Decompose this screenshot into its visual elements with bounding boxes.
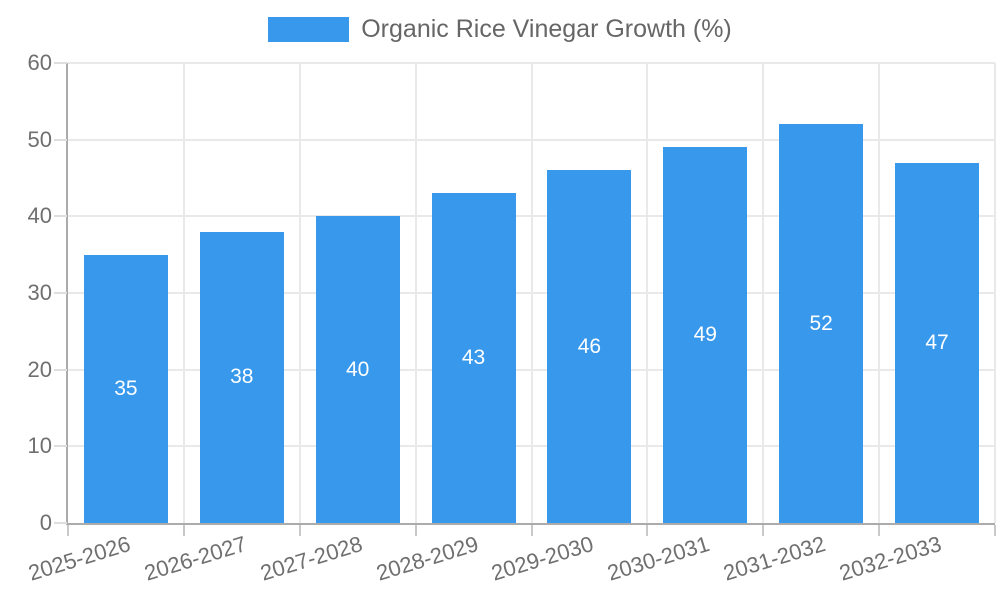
bar: 40	[315, 216, 400, 523]
legend-item[interactable]: Organic Rice Vinegar Growth (%)	[268, 15, 732, 44]
x-tick-mark	[182, 525, 185, 536]
y-axis-line	[66, 63, 68, 523]
x-tick-mark	[414, 525, 417, 536]
bar: 35	[83, 254, 168, 523]
chart-legend: Organic Rice Vinegar Growth (%)	[0, 15, 1000, 44]
v-gridline	[762, 63, 765, 523]
bar: 47	[895, 162, 980, 523]
y-tick-mark	[54, 368, 67, 371]
x-tick-mark	[530, 525, 533, 536]
x-axis-line	[66, 523, 995, 525]
x-tick-mark	[67, 525, 69, 536]
y-tick-label: 60	[27, 50, 52, 75]
y-tick-label: 20	[27, 356, 52, 382]
x-tick-mark	[762, 525, 765, 536]
x-tick-mark	[298, 525, 301, 536]
y-tick-mark	[54, 138, 67, 141]
y-tick-mark	[54, 292, 67, 294]
legend-label: Organic Rice Vinegar Growth (%)	[361, 15, 732, 43]
v-gridline	[646, 63, 649, 523]
v-gridline	[530, 63, 533, 523]
x-tick-mark	[646, 525, 649, 536]
y-tick-label: 10	[27, 433, 52, 459]
bar: 46	[547, 170, 632, 523]
bar: 43	[431, 193, 516, 523]
bar-value-label: 40	[346, 357, 370, 381]
y-tick-mark	[54, 215, 67, 218]
bar-value-label: 49	[693, 323, 717, 347]
y-tick-label: 30	[27, 280, 52, 305]
v-gridline	[994, 63, 996, 523]
v-gridline	[298, 63, 301, 523]
bar-value-label: 52	[809, 311, 833, 335]
v-gridline	[182, 63, 185, 523]
y-tick-label: 50	[27, 126, 52, 152]
bar-value-label: 43	[461, 346, 486, 370]
bar: 52	[779, 124, 864, 523]
y-tick-mark	[54, 522, 67, 524]
legend-swatch-icon	[268, 17, 350, 42]
y-tick-label: 0	[39, 510, 52, 535]
v-gridline	[878, 63, 881, 523]
bar: 49	[663, 147, 748, 523]
y-tick-mark	[54, 445, 67, 448]
x-tick-mark	[878, 525, 881, 536]
bar-value-label: 35	[114, 376, 138, 400]
v-gridline	[414, 63, 417, 523]
bar: 38	[199, 231, 284, 523]
y-tick-mark	[54, 62, 67, 64]
bar-value-label: 47	[925, 330, 949, 354]
plot-area: 35 38 40 43 46 49 52 47	[68, 62, 996, 523]
y-tick-label: 40	[27, 203, 52, 229]
bar-value-label: 46	[577, 334, 602, 358]
x-tick-mark	[994, 525, 996, 536]
bar-value-label: 38	[230, 365, 254, 389]
